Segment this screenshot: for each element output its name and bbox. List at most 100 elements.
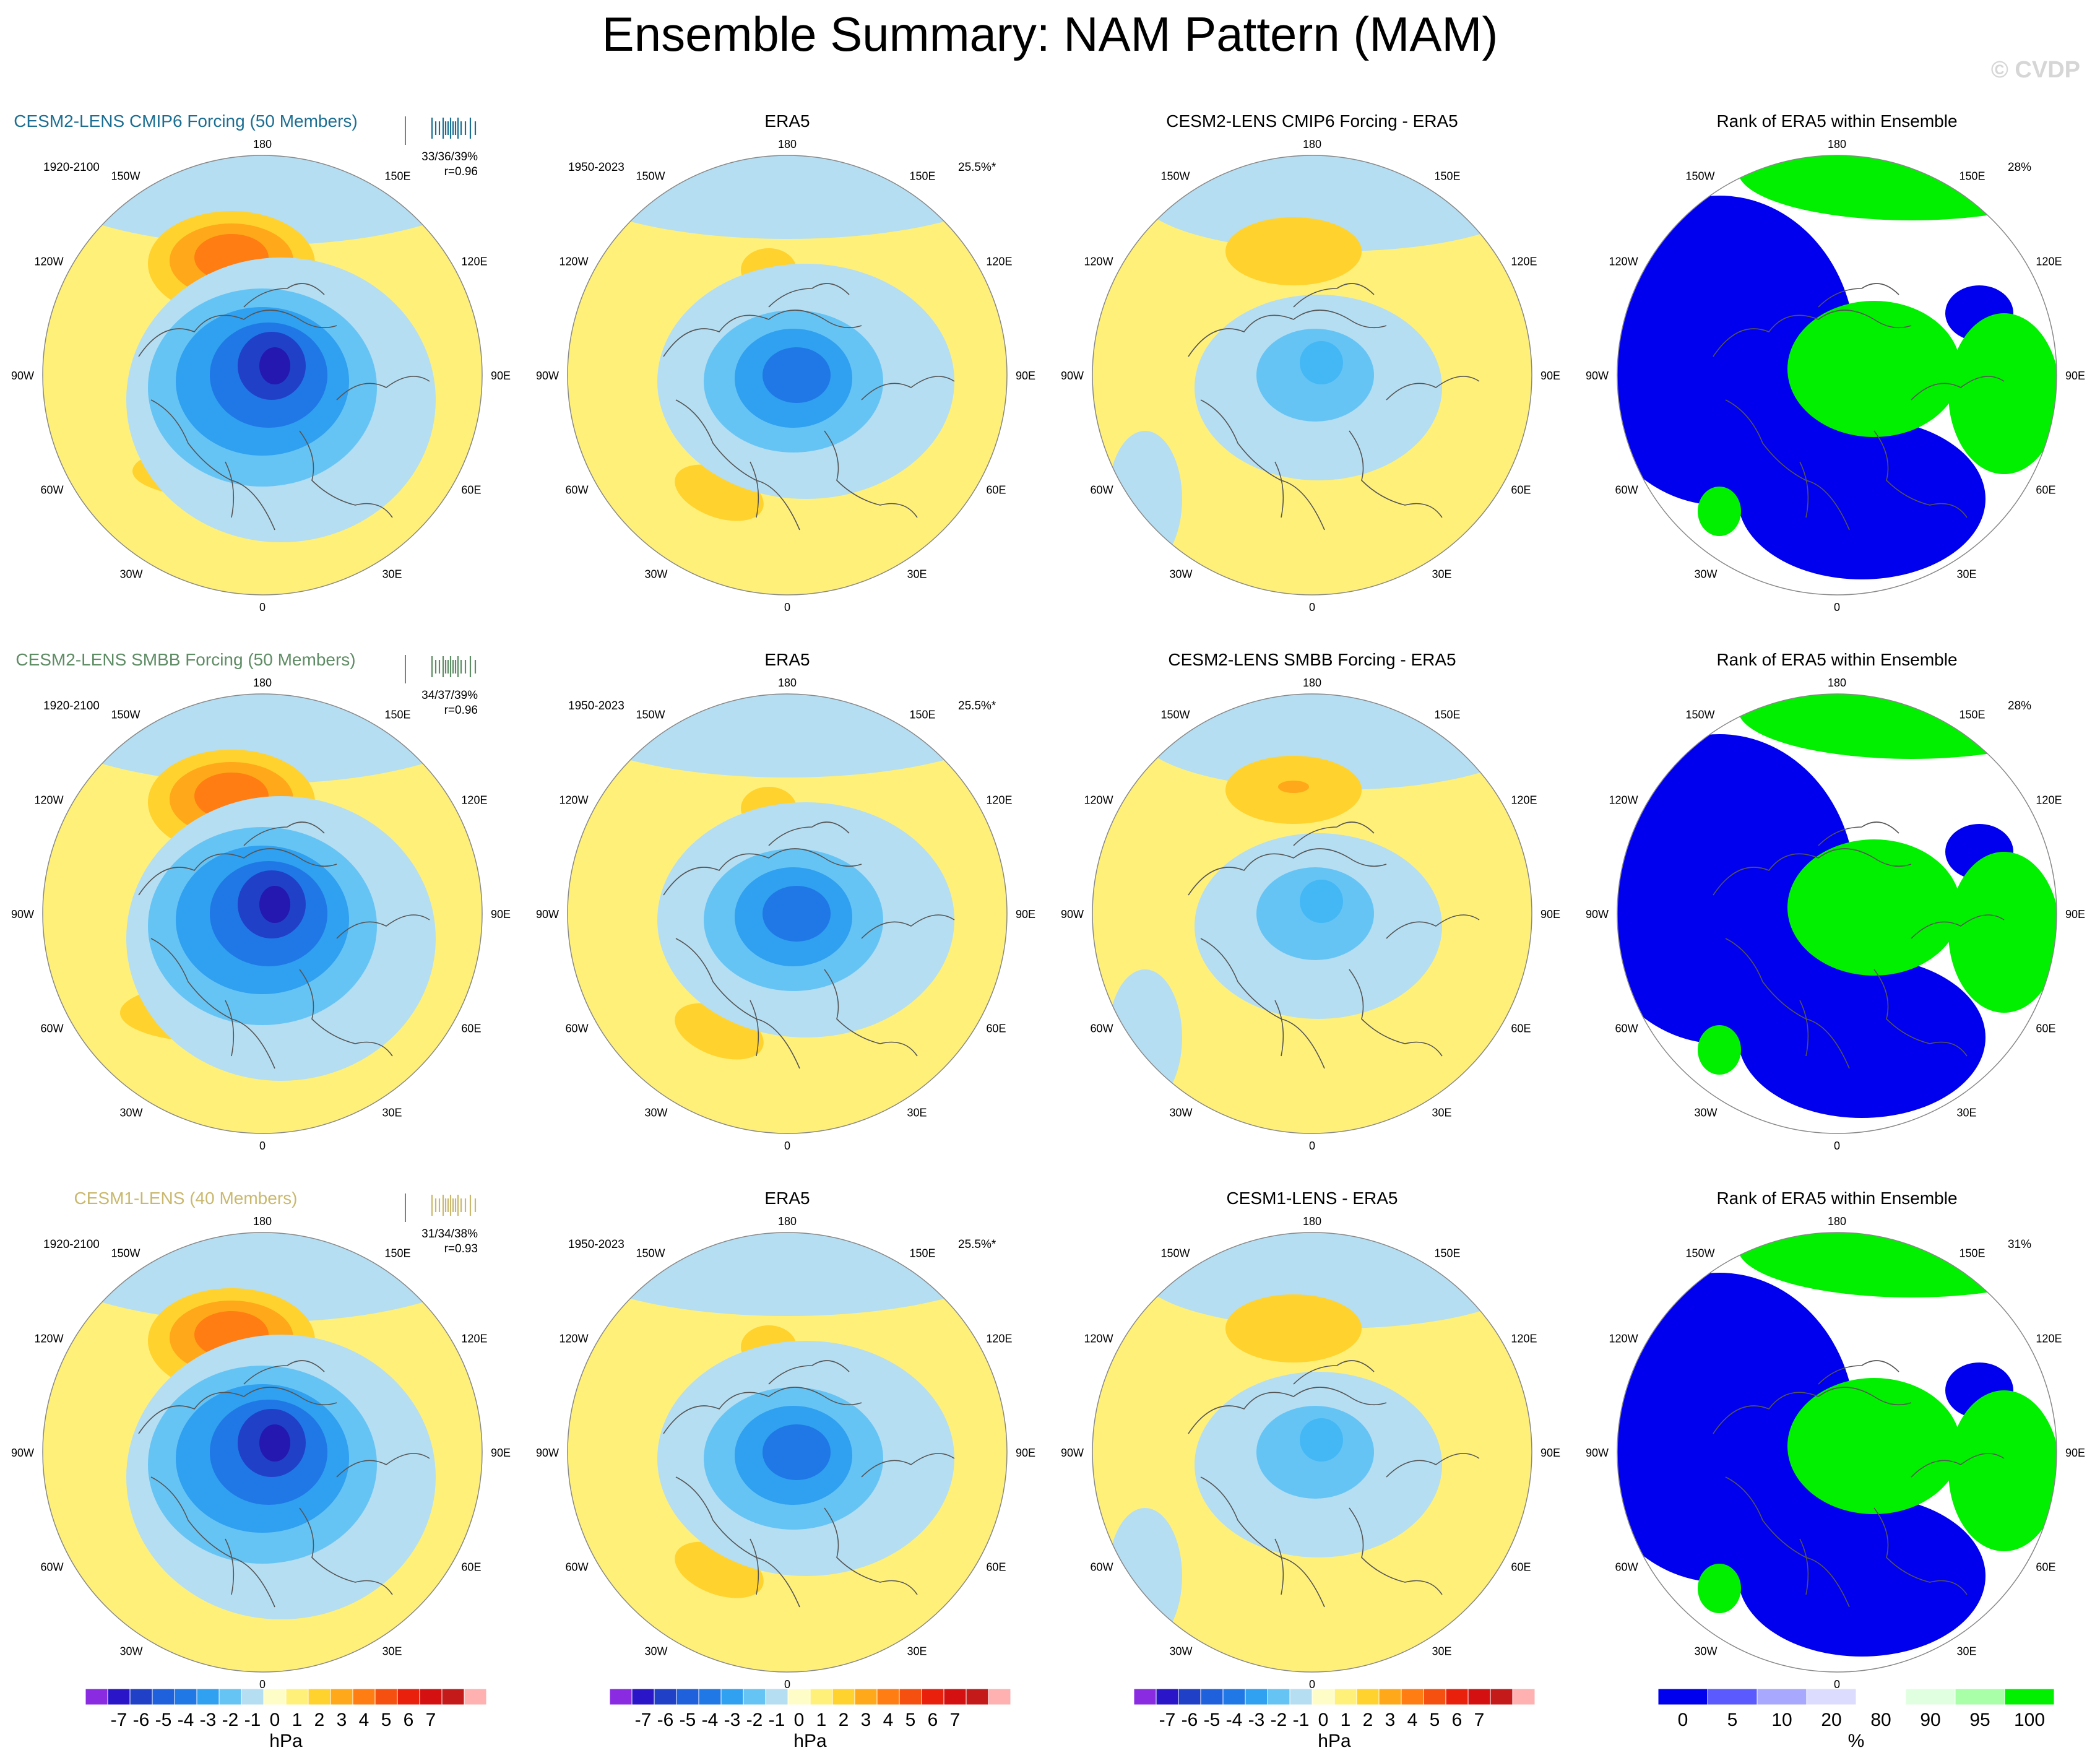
coastline [1873, 430, 1968, 518]
longitude-label: 90W [11, 908, 34, 920]
longitude-label: 0 [1309, 601, 1315, 613]
colorbar-tick-label: -5 [680, 1710, 696, 1730]
longitude-label: 150E [385, 1247, 411, 1260]
longitude-label: 150W [636, 709, 665, 721]
colorbar-tick-label: 7 [426, 1710, 436, 1730]
longitude-label: 180 [253, 1215, 272, 1228]
longitude-label: 90W [1586, 908, 1609, 920]
colorbar-swatch [107, 1689, 131, 1705]
colorbar-swatch [743, 1689, 766, 1705]
panel-title: CESM2-LENS SMBB Forcing - ERA5 [1168, 650, 1456, 669]
longitude-label: 90W [1586, 370, 1609, 382]
longitude-label: 60W [1615, 1561, 1638, 1574]
variance-percent: 28% [2008, 700, 2032, 713]
colorbar-swatch [308, 1689, 331, 1705]
colorbar-swatch [1512, 1689, 1536, 1705]
longitude-label: 150W [1685, 1247, 1714, 1260]
longitude-label: 180 [778, 1215, 797, 1228]
coastline [663, 310, 862, 357]
longitude-label: 30E [382, 568, 402, 580]
longitude-label: 180 [253, 677, 272, 689]
colorbar-swatch [1423, 1689, 1446, 1705]
polar-map-diff: 180 0 90W 90E 150W 120W 60W 30W 150E 120E 60E 30E [1061, 677, 1560, 1152]
longitude-label: 90W [11, 370, 34, 382]
longitude-label: 120W [1084, 1333, 1113, 1345]
longitude-label: 0 [784, 1678, 790, 1691]
colorbar-swatch [1267, 1689, 1290, 1705]
coastline [1200, 938, 1325, 1069]
longitude-label: 90E [1016, 908, 1035, 920]
coastline [1188, 310, 1387, 357]
colorbar-swatch [631, 1689, 655, 1705]
polar-map-diff: 180 0 90W 90E 150W 120W 60W 30W 150E 120E 60E 30E [1061, 1215, 1560, 1691]
longitude-label: 30E [382, 1645, 402, 1657]
colorbar-swatch [1156, 1689, 1179, 1705]
colorbar-tick-label: 80 [1870, 1710, 1891, 1730]
colorbar-swatch [966, 1689, 989, 1705]
year-range: 1920-2100 [43, 1238, 100, 1251]
colorbar-unit: hPa [269, 1731, 303, 1751]
colorbar-swatch [397, 1689, 420, 1705]
longitude-label: 120W [1084, 256, 1113, 268]
colorbar-swatch [1133, 1689, 1157, 1705]
colorbar-swatch [609, 1689, 633, 1705]
colorbar-tick-label: 7 [950, 1710, 961, 1730]
longitude-label: 30W [1694, 568, 1717, 580]
colorbar-tick-label: -7 [1159, 1710, 1176, 1730]
longitude-label: 90W [11, 1447, 34, 1459]
figure-title: Ensemble Summary: NAM Pattern (MAM) [602, 7, 1498, 61]
colorbar-unit: % [1848, 1731, 1865, 1751]
longitude-label: 120W [1609, 794, 1638, 807]
coastline [861, 914, 955, 939]
panel-diff-row3: 180 0 90W 90E 150W 120W 60W 30W 150E 120E 60E 30E CE… [1050, 1170, 1575, 1702]
longitude-label: 90E [2065, 370, 2085, 382]
coastline [824, 430, 918, 518]
longitude-label: 30E [1957, 1645, 1977, 1657]
colorbar-swatch [876, 1689, 900, 1705]
longitude-label: 180 [1828, 677, 1846, 689]
panel-rank-row3: 180 0 90W 90E 150W 120W 60W 30W 150E 120E 60E 30E Ra… [1575, 1170, 2099, 1702]
colorbar-tick-label: -3 [724, 1710, 741, 1730]
polar-map-model: 180 0 90W 90E 150W 120W 60W 30W 150E 120E 60E 30E [11, 655, 511, 1152]
year-range: 1920-2100 [43, 161, 100, 174]
colorbar-tick-label: 100 [2014, 1710, 2045, 1730]
longitude-label: 30E [1432, 568, 1452, 580]
longitude-label: 60E [1511, 484, 1531, 496]
negative-anomaly-max [1300, 1418, 1343, 1462]
polar-map-rank: 180 0 90W 90E 150W 120W 60W 30W 150E 120E 60E 30E [1586, 677, 2085, 1152]
colorbar-tick-label: 2 [839, 1710, 849, 1730]
map-boundary [42, 155, 483, 596]
coastline [1349, 430, 1443, 518]
longitude-label: 150W [1160, 709, 1190, 721]
coastline [1911, 914, 2005, 939]
colorbar-swatch [698, 1689, 722, 1705]
longitude-label: 0 [784, 601, 790, 613]
colorbar-tick-label: 6 [404, 1710, 414, 1730]
negative-anomaly-core [763, 347, 831, 403]
longitude-label: 60W [566, 484, 589, 496]
colorbar-tick-label: 5 [381, 1710, 392, 1730]
colorbar-tick-label: -4 [702, 1710, 719, 1730]
longitude-label: 120W [560, 256, 589, 268]
longitude-label: 180 [1303, 677, 1321, 689]
longitude-label: 180 [253, 138, 272, 150]
year-range: 1950-2023 [568, 161, 624, 174]
colorbar-swatch [1490, 1689, 1513, 1705]
coastline [1386, 376, 1480, 401]
longitude-label: 150E [1435, 1247, 1461, 1260]
longitude-label: 120W [560, 1333, 589, 1345]
panel-title: Rank of ERA5 within Ensemble [1716, 1189, 1958, 1208]
negative-anomaly-core [259, 347, 290, 384]
coastline [861, 376, 955, 401]
colorbar-tick-label: -6 [657, 1710, 674, 1730]
coastline [1713, 310, 1912, 357]
longitude-label: 30W [119, 568, 142, 580]
longitude-label: 60W [1091, 1561, 1113, 1574]
colorbar-swatch [1401, 1689, 1424, 1705]
colorbar-swatch [419, 1689, 443, 1705]
coastline [663, 1387, 862, 1434]
colorbar-tick-label: -7 [111, 1710, 127, 1730]
negative-anomaly-atlantic [1108, 969, 1182, 1106]
colorbar-swatch [1445, 1689, 1469, 1705]
longitude-label: 30W [1169, 568, 1192, 580]
